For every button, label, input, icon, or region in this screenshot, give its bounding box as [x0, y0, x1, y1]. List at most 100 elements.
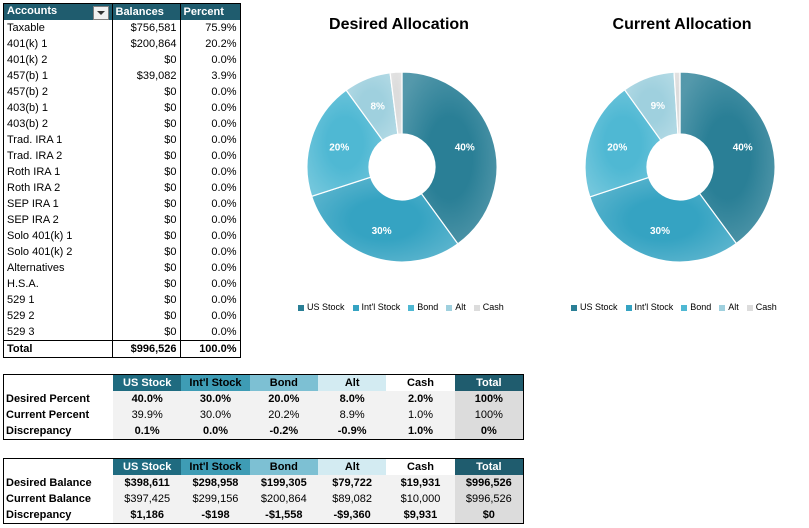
percent-cell[interactable]: 1.0% — [386, 423, 455, 439]
account-percent[interactable]: 0.0% — [180, 148, 241, 164]
percent-cell[interactable]: -0.2% — [249, 423, 318, 439]
account-balance[interactable]: $0 — [112, 52, 181, 68]
account-name[interactable]: SEP IRA 1 — [4, 196, 113, 212]
account-balance[interactable]: $0 — [112, 308, 181, 324]
account-name[interactable]: 401(k) 2 — [4, 52, 113, 68]
account-percent[interactable]: 0.0% — [180, 276, 241, 292]
account-balance[interactable]: $0 — [112, 244, 181, 260]
percent-cell[interactable]: 100% — [454, 391, 523, 407]
balance-cell[interactable]: $1,186 — [113, 507, 182, 523]
percent-cell[interactable]: -0.9% — [317, 423, 387, 439]
account-name[interactable]: Solo 401(k) 1 — [4, 228, 113, 244]
account-balance[interactable]: $0 — [112, 132, 181, 148]
account-name[interactable]: 403(b) 1 — [4, 100, 113, 116]
account-name[interactable]: Solo 401(k) 2 — [4, 244, 113, 260]
balance-cell[interactable]: $9,931 — [386, 507, 455, 523]
account-percent[interactable]: 0.0% — [180, 228, 241, 244]
account-name[interactable]: H.S.A. — [4, 276, 113, 292]
percent-cell[interactable]: 0.0% — [181, 423, 250, 439]
account-name[interactable]: Roth IRA 2 — [4, 180, 113, 196]
account-balance[interactable]: $0 — [112, 324, 181, 341]
account-balance[interactable]: $200,864 — [112, 36, 181, 52]
percent-cell[interactable]: 40.0% — [113, 391, 182, 407]
account-percent[interactable]: 0.0% — [180, 52, 241, 68]
account-name[interactable]: 457(b) 2 — [4, 84, 113, 100]
percent-cell[interactable]: 1.0% — [386, 407, 455, 423]
account-balance[interactable]: $0 — [112, 292, 181, 308]
account-percent[interactable]: 0.0% — [180, 196, 241, 212]
account-balance[interactable]: $0 — [112, 116, 181, 132]
balance-cell[interactable]: $0 — [454, 507, 523, 523]
account-balance[interactable]: $0 — [112, 148, 181, 164]
account-percent[interactable]: 0.0% — [180, 164, 241, 180]
slice-bond[interactable] — [584, 88, 662, 198]
percent-cell[interactable]: 0.1% — [113, 423, 182, 439]
account-name[interactable]: Trad. IRA 1 — [4, 132, 113, 148]
account-percent[interactable]: 3.9% — [180, 68, 241, 84]
percent-cell[interactable]: 30.0% — [181, 407, 250, 423]
percent-cell[interactable]: 20.2% — [249, 407, 318, 423]
account-balance[interactable]: $0 — [112, 276, 181, 292]
slice-us-stock[interactable] — [679, 71, 776, 245]
slice-bond[interactable] — [306, 89, 384, 198]
percent-cell[interactable]: 0% — [454, 423, 523, 439]
balance-cell[interactable]: -$198 — [181, 507, 250, 523]
percent-cell[interactable]: 20.0% — [249, 391, 318, 407]
account-percent[interactable]: 0.0% — [180, 260, 241, 276]
account-percent[interactable]: 0.0% — [180, 308, 241, 324]
balance-cell[interactable]: -$1,558 — [249, 507, 318, 523]
account-percent[interactable]: 75.9% — [180, 20, 241, 36]
balance-cell[interactable]: $398,611 — [113, 475, 182, 491]
account-percent[interactable]: 0.0% — [180, 116, 241, 132]
slice-int-l-stock[interactable] — [310, 176, 459, 263]
percent-cell[interactable]: 100% — [454, 407, 523, 423]
percent-cell[interactable]: 39.9% — [113, 407, 182, 423]
account-name[interactable]: Trad. IRA 2 — [4, 148, 113, 164]
balance-cell[interactable]: $19,931 — [386, 475, 455, 491]
slice-cash[interactable] — [389, 71, 403, 135]
account-name[interactable]: 457(b) 1 — [4, 68, 113, 84]
account-name[interactable]: Taxable — [4, 20, 113, 36]
slice-us-stock[interactable] — [401, 71, 498, 245]
percent-cell[interactable]: 30.0% — [181, 391, 250, 407]
account-name[interactable]: 529 3 — [4, 324, 113, 341]
account-percent[interactable]: 0.0% — [180, 132, 241, 148]
account-balance[interactable]: $39,082 — [112, 68, 181, 84]
account-balance[interactable]: $0 — [112, 164, 181, 180]
balance-cell[interactable]: $200,864 — [249, 491, 318, 507]
balance-cell[interactable]: $996,526 — [454, 491, 523, 507]
account-name[interactable]: Alternatives — [4, 260, 113, 276]
slice-int-l-stock[interactable] — [589, 176, 738, 263]
balance-cell[interactable]: $199,305 — [249, 475, 318, 491]
account-percent[interactable]: 0.0% — [180, 324, 241, 341]
account-percent[interactable]: 0.0% — [180, 180, 241, 196]
percent-cell[interactable]: 8.9% — [317, 407, 387, 423]
account-percent[interactable]: 0.0% — [180, 100, 241, 116]
account-percent[interactable]: 20.2% — [180, 36, 241, 52]
account-balance[interactable]: $0 — [112, 84, 181, 100]
account-name[interactable]: Roth IRA 1 — [4, 164, 113, 180]
account-balance[interactable]: $756,581 — [112, 20, 181, 36]
filter-dropdown-icon[interactable] — [92, 5, 109, 20]
percent-cell[interactable]: 2.0% — [386, 391, 455, 407]
percent-cell[interactable]: 8.0% — [317, 391, 387, 407]
account-balance[interactable]: $0 — [112, 212, 181, 228]
balance-cell[interactable]: $299,156 — [181, 491, 250, 507]
account-percent[interactable]: 0.0% — [180, 212, 241, 228]
account-name[interactable]: 529 2 — [4, 308, 113, 324]
balance-cell[interactable]: $397,425 — [113, 491, 182, 507]
balance-cell[interactable]: $89,082 — [317, 491, 387, 507]
account-percent[interactable]: 0.0% — [180, 244, 241, 260]
account-balance[interactable]: $0 — [112, 196, 181, 212]
account-name[interactable]: 403(b) 2 — [4, 116, 113, 132]
account-percent[interactable]: 0.0% — [180, 84, 241, 100]
account-balance[interactable]: $0 — [112, 180, 181, 196]
balance-cell[interactable]: $10,000 — [386, 491, 455, 507]
slice-cash[interactable] — [673, 71, 681, 135]
balance-cell[interactable]: $996,526 — [454, 475, 523, 491]
account-name[interactable]: 529 1 — [4, 292, 113, 308]
account-balance[interactable]: $0 — [112, 260, 181, 276]
balance-cell[interactable]: -$9,360 — [317, 507, 387, 523]
account-balance[interactable]: $0 — [112, 100, 181, 116]
accounts-header-cell[interactable]: Accounts — [4, 4, 113, 20]
